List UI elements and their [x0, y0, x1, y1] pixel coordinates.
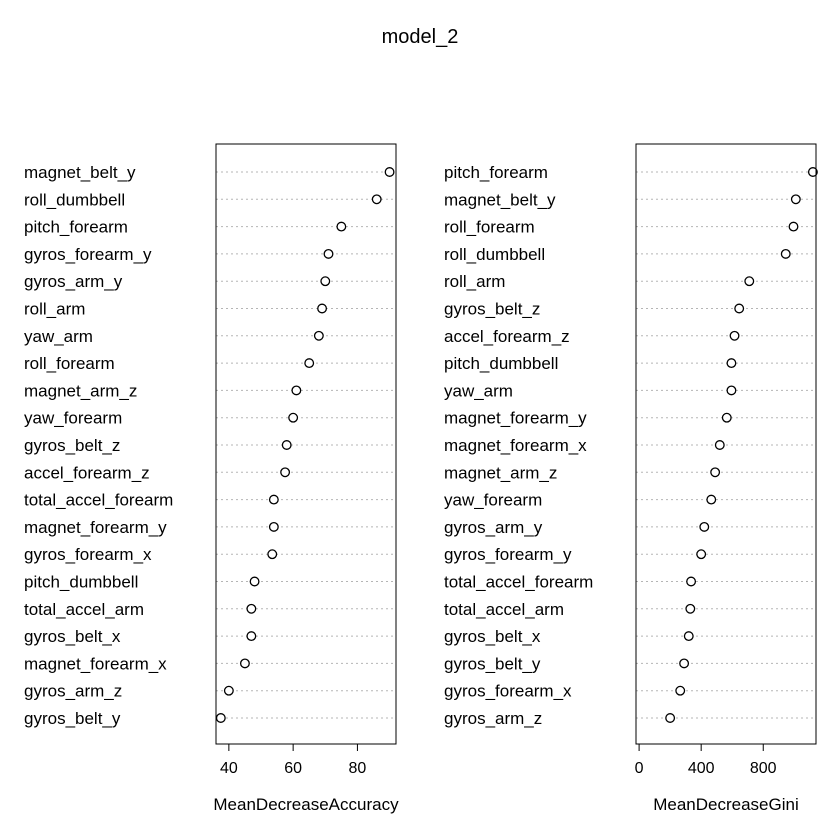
category-label: total_accel_arm [24, 600, 144, 619]
panel-accuracy: magnet_belt_y roll_dumbbell pitch_forearmg… [24, 143, 399, 814]
data-point [280, 467, 291, 478]
x-tick-label: 80 [349, 760, 367, 777]
category-label: roll_arm [444, 272, 505, 291]
category-label: magnet_forearm_y [444, 409, 587, 428]
data-point [729, 330, 740, 341]
data-point [686, 576, 697, 587]
category-label: roll_dumbbell [24, 190, 125, 209]
category-label: magnet_belt_y [24, 163, 136, 182]
category-label: roll_forearm [24, 354, 115, 373]
category-label: gyros_arm_z [24, 682, 122, 701]
data-point [721, 412, 732, 423]
category-label: pitch_forearm [24, 218, 128, 237]
category-label: gyros_belt_z [444, 300, 540, 319]
category-label: gyros_belt_x [444, 627, 541, 646]
data-point [710, 467, 721, 478]
chart-title: model_2 [382, 26, 459, 48]
x-axis-label: MeanDecreaseGini [653, 795, 799, 814]
data-point [288, 412, 299, 423]
data-point [336, 221, 347, 232]
data-point [215, 713, 226, 723]
data-point [780, 248, 791, 259]
category-label: yaw_forearm [24, 409, 122, 428]
data-point [734, 303, 745, 314]
category-label: yaw_arm [24, 327, 93, 346]
data-point [744, 276, 755, 287]
category-label: magnet_arm_z [444, 463, 557, 482]
category-label: magnet_belt_y [444, 190, 556, 209]
data-point [726, 358, 737, 369]
category-label: total_accel_forearm [444, 573, 593, 592]
category-label: total_accel_arm [444, 600, 564, 619]
category-label: gyros_belt_x [24, 627, 121, 646]
category-label: gyros_arm_y [444, 518, 543, 537]
plot-frame [215, 143, 397, 745]
category-label: gyros_belt_z [24, 436, 120, 455]
category-label: roll_forearm [444, 218, 535, 237]
category-label: accel_forearm_z [444, 327, 570, 346]
category-label: gyros_forearm_y [444, 545, 572, 564]
category-label: total_accel_forearm [24, 491, 173, 510]
category-label: magnet_forearm_x [444, 436, 587, 455]
data-point [371, 194, 382, 205]
data-point [665, 713, 676, 723]
data-point [683, 631, 694, 642]
data-point [223, 685, 234, 696]
x-tick-label: 40 [220, 760, 238, 777]
category-label: yaw_arm [444, 381, 513, 400]
chart-panels: magnet_belt_y roll_dumbbell pitch_forearmg… [24, 143, 818, 814]
panel-gini: pitch_forearm magnet_belt_y roll_forearmro… [444, 143, 818, 814]
data-point [790, 194, 801, 205]
data-point [320, 276, 331, 287]
category-label: magnet_forearm_y [24, 518, 167, 537]
x-axis-label: MeanDecreaseAccuracy [213, 795, 399, 814]
data-point [685, 603, 696, 614]
data-point [268, 494, 279, 505]
data-point [317, 303, 328, 314]
data-point [281, 440, 292, 450]
data-point [313, 330, 324, 341]
category-label: magnet_arm_z [24, 381, 137, 400]
category-label: gyros_forearm_x [444, 682, 572, 701]
category-label: magnet_forearm_x [24, 654, 167, 673]
data-point [714, 440, 725, 450]
x-tick-label: 0 [635, 760, 644, 777]
plot-frame [635, 143, 817, 745]
data-point [304, 358, 315, 369]
data-point [696, 549, 707, 560]
data-point [726, 385, 737, 396]
data-point [323, 248, 334, 259]
data-point [384, 167, 395, 177]
category-label: gyros_belt_y [444, 654, 541, 673]
data-point [807, 167, 818, 177]
data-point [291, 385, 302, 396]
data-point [706, 494, 717, 505]
data-point [788, 221, 799, 232]
x-tick-label: 800 [750, 760, 777, 777]
category-label: gyros_forearm_x [24, 545, 152, 564]
category-label: gyros_belt_y [24, 709, 121, 728]
category-label: pitch_dumbbell [444, 354, 558, 373]
data-point [268, 521, 279, 532]
x-tick-label: 60 [284, 760, 302, 777]
category-label: gyros_arm_z [444, 709, 542, 728]
category-label: gyros_forearm_y [24, 245, 152, 264]
data-point [679, 658, 690, 669]
data-point [699, 521, 710, 532]
category-label: pitch_forearm [444, 163, 548, 182]
data-point [267, 549, 278, 560]
data-point [246, 603, 257, 614]
category-label: yaw_forearm [444, 491, 542, 510]
data-point [249, 576, 260, 587]
x-tick-label: 400 [688, 760, 715, 777]
category-label: accel_forearm_z [24, 463, 150, 482]
category-label: gyros_arm_y [24, 272, 123, 291]
category-label: pitch_dumbbell [24, 573, 138, 592]
category-label: roll_dumbbell [444, 245, 545, 264]
data-point [246, 631, 257, 642]
data-point [239, 658, 250, 669]
category-label: roll_arm [24, 300, 85, 319]
data-point [675, 685, 686, 696]
